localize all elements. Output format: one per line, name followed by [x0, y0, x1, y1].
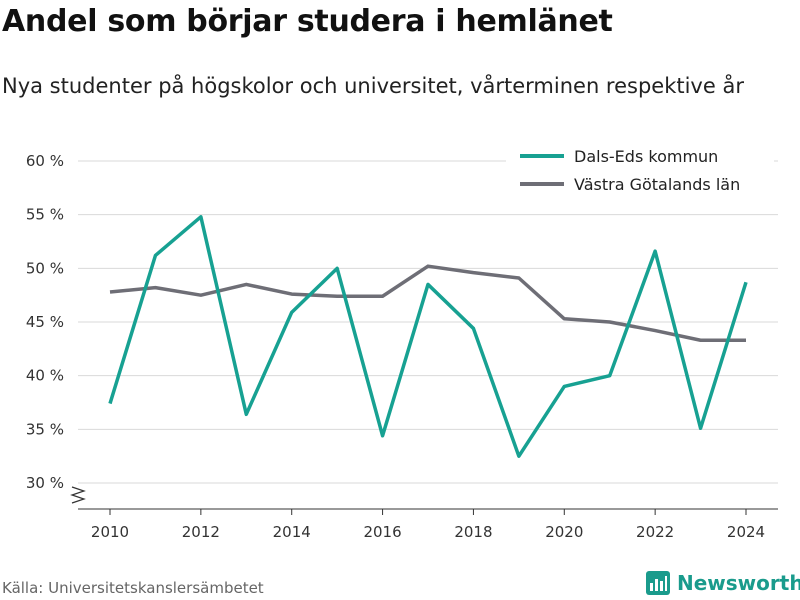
chart-subtitle: Nya studenter på högskolor och universit… — [2, 74, 744, 98]
axes: 30 % 35 % 40 % 45 % 50 % 55 % 60 % 2010 2012 2014… — [26, 152, 778, 541]
legend-label: Västra Götalands län — [574, 175, 740, 194]
legend: Dals-Eds kommun Västra Götalands län — [506, 142, 774, 196]
x-tick-label: 2018 — [454, 523, 492, 541]
axis-break-icon — [70, 486, 86, 504]
x-tick-label: 2016 — [363, 523, 401, 541]
brand-logo: Newsworthy — [645, 570, 800, 596]
y-tick-label: 35 % — [26, 420, 64, 438]
x-tick-label: 2012 — [182, 523, 220, 541]
chart-title: Andel som börjar studera i hemlänet — [2, 4, 613, 39]
series-lines — [108, 215, 748, 458]
x-tick-label: 2024 — [727, 523, 765, 541]
x-tick-label: 2014 — [273, 523, 311, 541]
x-tick-label: 2022 — [636, 523, 674, 541]
newsworthy-logo-icon — [646, 571, 670, 595]
y-tick-label: 60 % — [26, 152, 64, 170]
brand-name: Newsworthy — [677, 571, 800, 595]
y-tick-label: 45 % — [26, 313, 64, 331]
series-line — [109, 264, 746, 342]
series-line — [108, 215, 748, 458]
legend-label: Dals-Eds kommun — [574, 147, 718, 166]
y-tick-label: 50 % — [26, 259, 64, 277]
y-tick-label: 40 % — [26, 367, 64, 385]
source-note: Källa: Universitetskanslersämbetet — [2, 579, 264, 597]
y-tick-label: 55 % — [26, 206, 64, 224]
x-tick-label: 2010 — [91, 523, 129, 541]
x-tick-label: 2020 — [545, 523, 583, 541]
y-tick-label: 30 % — [26, 474, 64, 492]
line-chart: 30 % 35 % 40 % 45 % 50 % 55 % 60 % 2010 2012 2014… — [25, 142, 778, 541]
